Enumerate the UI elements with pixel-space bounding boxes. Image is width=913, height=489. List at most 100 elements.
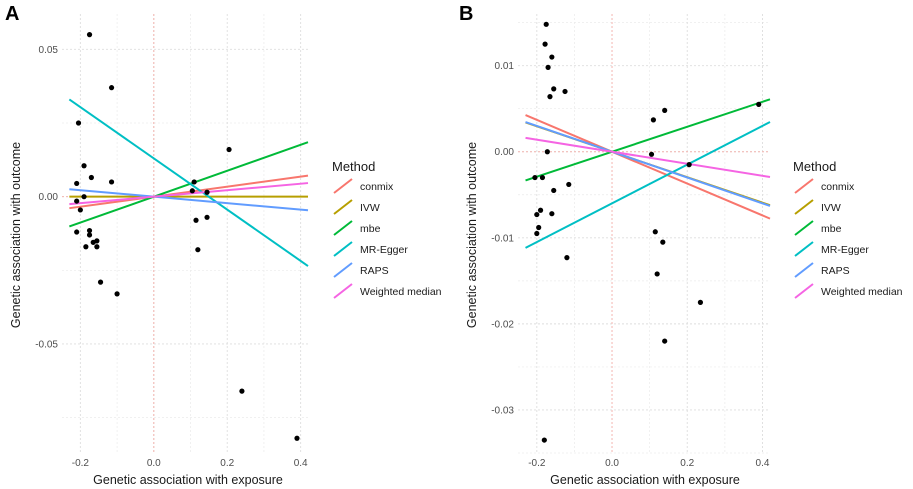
panel-b-point [660, 239, 666, 245]
panel-a-point [108, 85, 115, 91]
panel-a-point [86, 32, 93, 38]
panel-b-x-tick-label: -0.2 [528, 458, 546, 469]
panel-b-y-tick-label: -0.03 [491, 405, 514, 416]
panel-b-legend-label-weighted-median: Weighted median [821, 286, 903, 298]
panel-a-point [204, 189, 210, 195]
panel-a-y-tick-label: 0.00 [39, 192, 59, 203]
panel-b-line-mbe [525, 98, 771, 182]
panel-a-point [195, 247, 201, 253]
panel-a-point [108, 179, 115, 185]
panel-a-line-mbe [69, 141, 309, 228]
panel-b-y-tick-label: -0.02 [491, 319, 514, 330]
panel-a-point [97, 279, 104, 285]
panel-b-line-mr-egger [525, 121, 771, 249]
panel-b: B -0.2 0.0 0.2 0.4 -0.03 -0.02 -0.01 0.00 0.01 G… [459, 3, 903, 487]
panel-a-tick-labels: -0.2 0.0 0.2 0.4 -0.05 0.00 0.05 [35, 45, 308, 469]
panel-a-point [74, 180, 80, 187]
panel-a-point [81, 163, 87, 169]
panel-b-legend: Method conmix IVW mbe MR-Egger RAPS Weighted … [793, 159, 903, 299]
panel-a-y-tick-label: 0.05 [39, 45, 59, 56]
panel-a-y-tick-label: -0.05 [35, 339, 58, 350]
panel-b-point [537, 207, 544, 213]
panel-a-x-tick-label: -0.2 [72, 458, 90, 469]
panel-b-y-tick-label: 0.00 [495, 147, 515, 158]
panel-a-legend-label-weighted-median: Weighted median [360, 286, 442, 298]
panel-a-zero-lines [62, 14, 308, 453]
panel-b-x-tick-label: 0.2 [680, 458, 694, 469]
panel-b-y-axis-title: Genetic association with outcome [465, 142, 479, 328]
panel-a-legend-label-mbe: mbe [360, 223, 381, 235]
panel-b-point [566, 181, 572, 188]
panel-a-point [88, 174, 94, 181]
panel-b-legend-title: Method [793, 159, 836, 174]
panel-a-x-tick-label: 0.2 [220, 458, 234, 469]
panel-a-legend-label-ivw: IVW [360, 202, 380, 214]
panel-b-point [544, 149, 550, 155]
panel-b-legend-entries: conmix IVW mbe MR-Egger RAPS Weighted median [794, 178, 903, 299]
panel-a-legend-key-mr-egger [333, 241, 353, 257]
panel-b-grid-minor [518, 14, 770, 454]
panel-a-legend: Method conmix IVW mbe MR-Egger RAPS Weighted … [332, 159, 442, 299]
panel-a-legend-key-conmix [333, 178, 353, 194]
panel-b-point [648, 151, 655, 157]
panel-a-legend-label-mr-egger: MR-Egger [360, 244, 408, 256]
panel-b-point [545, 64, 551, 70]
panel-a-point [86, 232, 93, 238]
panel-a-grid-major [62, 14, 308, 453]
panel-a-x-tick-label: 0.4 [294, 458, 308, 469]
panel-b-x-tick-label: 0.4 [756, 458, 770, 469]
panel-b-point [562, 88, 568, 95]
panel-a-legend-key-weighted-median [333, 283, 353, 299]
panel-a-legend-title: Method [332, 159, 375, 174]
panel-b-legend-key-conmix [794, 178, 814, 194]
panel-a-point [191, 179, 197, 185]
panel-b-x-tick-label: 0.0 [605, 458, 619, 469]
panel-b-line-weighted-median [525, 136, 771, 179]
panel-a-line-conmix [69, 174, 309, 210]
panel-a-x-tick-label: 0.0 [147, 458, 161, 469]
panel-b-point [536, 224, 542, 231]
panel-a-point [94, 244, 100, 250]
panel-b-y-tick-label: 0.01 [495, 61, 515, 72]
panel-b-grid-major [518, 14, 770, 453]
panel-a-legend-label-raps: RAPS [360, 265, 389, 277]
panel-b-legend-key-ivw [794, 199, 814, 215]
panel-b-legend-label-mr-egger: MR-Egger [821, 244, 869, 256]
panel-a-fit-lines [68, 98, 309, 267]
panel-a-point [74, 198, 80, 204]
panel-a: A -0.2 0.0 0.2 0.4 -0.05 0.00 0.05 Genetic ass… [5, 3, 442, 487]
panel-b-tick-labels: -0.2 0.0 0.2 0.4 -0.03 -0.02 -0.01 0.00 0.01 [491, 61, 770, 469]
panel-a-point [75, 120, 82, 126]
panel-b-point [549, 211, 555, 217]
panel-b-point [547, 94, 553, 100]
panel-a-legend-entries: conmix IVW mbe MR-Egger RAPS Weighted median [333, 178, 442, 299]
panel-a-point [189, 188, 195, 194]
panel-b-point [650, 117, 657, 123]
panel-b-point [686, 162, 692, 168]
panel-b-point [551, 187, 557, 194]
panel-a-point [83, 244, 89, 250]
panel-b-y-tick-label: -0.01 [491, 233, 514, 244]
panel-b-point [543, 21, 549, 27]
panel-a-grid-minor [62, 14, 308, 453]
panel-b-point [539, 174, 546, 181]
panel-a-legend-label-conmix: conmix [360, 181, 394, 193]
panel-a-legend-key-mbe [333, 220, 353, 236]
panel-b-legend-label-mbe: mbe [821, 223, 842, 235]
panel-b-point [551, 86, 557, 92]
panel-a-point [114, 291, 120, 297]
panel-a-point [81, 194, 87, 200]
panel-a-point [204, 214, 210, 220]
panel-b-fit-lines [525, 98, 771, 249]
panel-b-legend-key-raps [794, 262, 814, 278]
panel-a-letter: A [5, 3, 19, 25]
panel-a-point [86, 227, 93, 234]
panel-a-point [226, 146, 232, 153]
panel-a-point [77, 207, 83, 213]
panel-b-legend-label-conmix: conmix [821, 181, 855, 193]
panel-b-letter: B [459, 3, 473, 25]
panel-a-line-weighted-median [69, 182, 309, 206]
panel-b-point [564, 255, 570, 261]
panel-b-point [662, 338, 668, 344]
